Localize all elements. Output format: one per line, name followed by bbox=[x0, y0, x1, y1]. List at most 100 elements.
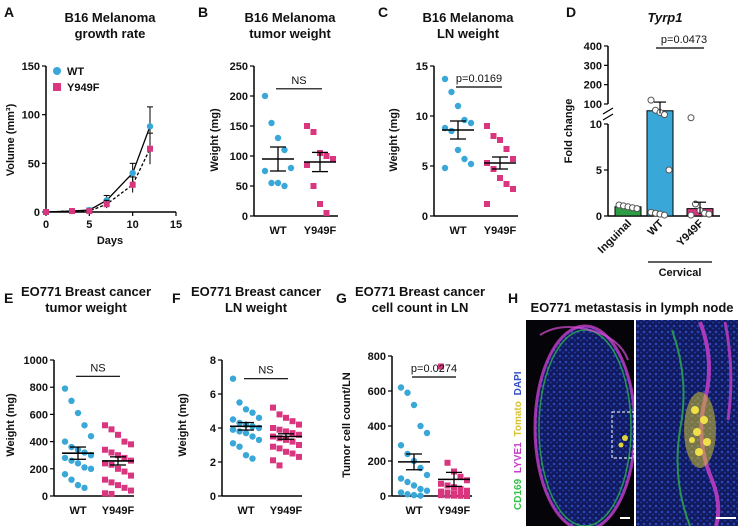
panel-e-point-wt bbox=[87, 465, 95, 472]
micrograph-zoom bbox=[636, 320, 738, 526]
panel-e-ylabel: Weight (mg) bbox=[5, 393, 17, 457]
panel-g-ytick-label: 200 bbox=[368, 456, 386, 468]
panel-f-xtick-label-wt: WT bbox=[237, 505, 254, 517]
panel-a-xtick-label: 10 bbox=[127, 219, 139, 231]
panel-f-point-wt bbox=[255, 414, 263, 421]
panel-letter-h: H bbox=[508, 290, 518, 306]
panel-e-point-y949f bbox=[102, 476, 108, 483]
panel-g-ytick-label: 400 bbox=[368, 421, 386, 433]
panel-a-series-line-wt bbox=[45, 126, 151, 213]
panel-d-point-wt bbox=[647, 96, 655, 104]
panel-b-point-y949f bbox=[310, 183, 317, 189]
panel-e-point-y949f bbox=[121, 438, 128, 445]
panel-letter-g: G bbox=[336, 290, 347, 306]
panel-g-point-wt bbox=[410, 482, 418, 489]
panel-f-point-y949f bbox=[270, 425, 276, 431]
panel-d-ytick-label: 0 bbox=[596, 211, 602, 223]
panel-g-point-wt bbox=[397, 475, 405, 482]
panel-f-title-line2: LN weight bbox=[225, 300, 288, 315]
panel-a-xtick-label: 0 bbox=[43, 219, 49, 231]
panel-e-point-y949f bbox=[115, 465, 121, 472]
panel-b-xtick-label-y949f: Y949F bbox=[304, 225, 337, 237]
panel-g-point-wt bbox=[423, 471, 431, 479]
panel-d-ytick-label: 5 bbox=[596, 165, 602, 177]
panel-g-point-wt bbox=[423, 429, 431, 437]
panel-b-point-wt bbox=[281, 146, 288, 154]
panel-e-point-y949f bbox=[128, 472, 134, 479]
panel-letter-d: D bbox=[566, 4, 576, 20]
panel-b-point-wt bbox=[274, 179, 282, 187]
panel-a-point-y949f bbox=[43, 209, 49, 215]
panel-g-point-wt bbox=[410, 401, 418, 409]
panel-f-point-wt bbox=[249, 455, 256, 462]
panel-g-ytick-label: 0 bbox=[380, 491, 386, 503]
panel-c-point-y949f bbox=[503, 146, 510, 152]
panel-e-title-line1: EO771 Breast cancer bbox=[21, 284, 151, 299]
panel-d-ytick-label: 200 bbox=[584, 80, 602, 92]
panel-d-bar-wt bbox=[646, 110, 674, 217]
panel-b-point-wt bbox=[268, 179, 275, 187]
panel-g-ytick-label: 600 bbox=[368, 386, 386, 398]
panel-f-point-wt bbox=[236, 428, 243, 435]
panel-letter-e: E bbox=[4, 290, 13, 306]
panel-f-point-y949f bbox=[270, 443, 276, 450]
panel-b-ytick-label: 0 bbox=[242, 211, 248, 223]
panel-g-point-y949f bbox=[451, 484, 457, 491]
panel-letter-c: C bbox=[378, 4, 388, 20]
panel-d-axis-break-lower bbox=[602, 113, 614, 121]
panel-e-point-wt bbox=[81, 422, 88, 429]
panel-c-point-y949f bbox=[510, 186, 516, 192]
micrograph-overview bbox=[526, 320, 634, 526]
panel-c-xtick-label-wt: WT bbox=[449, 225, 466, 237]
panel-e-point-wt bbox=[61, 471, 69, 478]
panel-b-point-y949f bbox=[304, 123, 310, 129]
panel-f-point-y949f bbox=[283, 448, 289, 455]
panel-letter-a: A bbox=[4, 4, 14, 20]
panel-a-xlabel: Days bbox=[97, 235, 123, 247]
panel-a-xtick-label: 15 bbox=[170, 219, 182, 231]
panel-e-point-y949f bbox=[108, 426, 115, 433]
panel-a-title-line1: B16 Melanoma bbox=[64, 10, 156, 25]
panel-a-ytick-label: 0 bbox=[34, 207, 40, 219]
panel-e-point-y949f bbox=[121, 454, 128, 461]
panel-b-ytick-label: 100 bbox=[230, 151, 248, 163]
stain-label-dapi: DAPI bbox=[513, 371, 524, 395]
panel-e-ytick-label: 400 bbox=[30, 437, 48, 449]
panel-c-point-wt bbox=[454, 102, 462, 110]
panel-f-point-y949f bbox=[283, 428, 289, 435]
panel-e-point-y949f bbox=[121, 468, 128, 475]
panel-b-title-line2: tumor weight bbox=[249, 26, 331, 41]
panel-e-xtick-label-wt: WT bbox=[69, 505, 86, 517]
panel-f-point-y949f bbox=[270, 457, 276, 464]
panel-b-significance-label: NS bbox=[291, 75, 306, 87]
panel-e-ytick-label: 1000 bbox=[24, 355, 48, 367]
panel-e-ytick-label: 200 bbox=[30, 464, 48, 476]
panel-d-ytick-label: 10 bbox=[590, 119, 602, 131]
legend-y949f-marker bbox=[53, 83, 61, 91]
panel-g-point-wt bbox=[404, 478, 411, 486]
panel-e-point-wt bbox=[87, 432, 95, 440]
panel-f-point-y949f bbox=[270, 404, 276, 411]
panel-f-point-y949f bbox=[296, 442, 302, 448]
panel-d-ytick-label: 300 bbox=[584, 60, 602, 72]
panel-b-point-wt bbox=[274, 134, 282, 142]
panel-e-point-wt bbox=[61, 454, 69, 462]
panel-f-point-wt bbox=[229, 426, 237, 433]
panel-f-point-wt bbox=[229, 375, 237, 382]
panel-b-point-y949f bbox=[323, 153, 330, 159]
panel-g-title-line1: EO771 Breast cancer bbox=[355, 284, 485, 299]
panel-g-significance-label: p=0.0274 bbox=[411, 363, 457, 375]
panel-f-title-line1: EO771 Breast cancer bbox=[191, 284, 321, 299]
panel-e-point-y949f bbox=[102, 460, 108, 467]
panel-f-point-y949f bbox=[276, 462, 283, 469]
panel-g-point-y949f bbox=[444, 482, 451, 489]
legend-wt-marker bbox=[53, 67, 61, 75]
panel-d-point-wt bbox=[661, 111, 668, 119]
panel-c-ytick-label: 0 bbox=[422, 211, 428, 223]
panel-e-point-y949f bbox=[108, 490, 115, 497]
panel-d-point-inguinal bbox=[633, 205, 641, 213]
panel-f-point-wt bbox=[236, 443, 243, 450]
panel-e-point-y949f bbox=[102, 446, 108, 453]
panel-g-point-wt bbox=[397, 442, 405, 449]
